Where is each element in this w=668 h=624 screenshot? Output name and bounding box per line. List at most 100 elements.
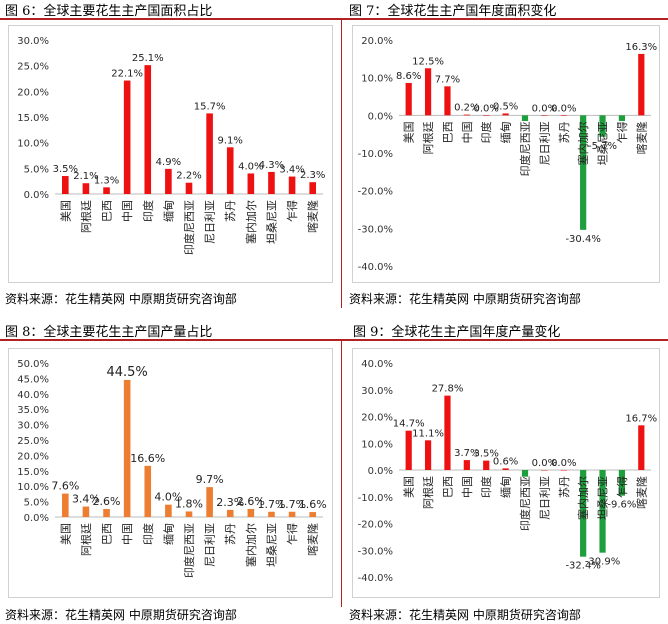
bar-中国 [123,379,131,517]
data-label: 0.0% [551,458,576,469]
category-label: 印度尼西亚 [182,200,196,255]
data-label: 4.9% [156,157,181,168]
category-label: 缅甸 [161,200,175,222]
bar-坦桑尼亚 [268,511,275,517]
bar-喀麦隆 [638,53,645,116]
bar-缅甸 [502,113,509,116]
category-label: 印度尼西亚 [518,121,532,176]
y-tick-label: -40.0% [358,573,393,584]
y-tick-label: 10.0% [361,74,393,85]
bar-巴西 [444,395,451,470]
data-label: 0.6% [493,456,518,467]
data-label: 2.2% [176,171,201,182]
bar-喀麦隆 [309,512,316,517]
bar-喀麦隆 [638,425,645,470]
data-label: 4.0% [238,161,263,172]
figure-9-source: 资料来源：花生精英网 中原期货研究咨询部 [349,608,581,622]
category-label: 美国 [59,200,72,222]
data-label: -30.4% [565,234,600,245]
bar-印度 [144,65,152,194]
y-tick-label: 25.0% [17,62,49,73]
figure-8-source: 资料来源：花生精英网 中原期货研究咨询部 [5,608,237,622]
chart-8-frame: 0.0% 5.0% 10.0% 15.0% 20.0% 25.0% 30.0% 35.0% 40… [8,348,333,598]
bar-塞内加尔 [580,115,587,230]
y-tick-label: -30.0% [358,546,393,557]
category-label: 缅甸 [161,523,175,545]
data-label: 9.1% [218,135,243,146]
data-label: 12.5% [412,56,444,67]
bar-乍得 [618,115,626,121]
divider-top [341,18,342,308]
chart-area-share: 0.0% 5.0% 10.0% 15.0% 20.0% 25.0% 30.0% 3.5% 美国 2… [17,36,325,255]
y-tick-label: 5.0% [24,164,49,175]
category-label: 中国 [121,200,134,222]
data-label: 16.7% [625,413,657,424]
y-tick-label: 35.0% [17,405,49,416]
data-label: -9.6% [607,500,636,511]
category-label: 巴西 [101,200,114,222]
data-label: 1.6% [299,498,327,511]
data-label: 0.0% [532,103,557,114]
bar-塞内加尔 [247,173,255,194]
category-label: 中国 [461,121,474,143]
y-tick-label: 40.0% [361,359,393,370]
bar-缅甸 [165,168,172,194]
category-label: 尼日利亚 [538,121,551,165]
data-label: 1.7% [257,498,285,511]
category-label: 印度 [141,200,155,222]
category-label: 印度尼西亚 [518,476,532,531]
bar-缅甸 [165,504,172,517]
y-tick-label: 30.0% [17,421,49,432]
category-label: 美国 [403,476,416,498]
chart-7-frame: -40.0% -30.0% -20.0% -10.0% 0.0% 10.0% 20.0% 8.… [352,25,660,283]
y-tick-label: -20.0% [358,520,393,531]
bar-印度尼西亚 [185,511,193,517]
bar-坦桑尼亚 [599,115,606,137]
category-label: 苏丹 [558,476,571,498]
bar-尼日利亚 [541,115,548,116]
category-label: 喀麦隆 [306,200,320,233]
y-tick-label: -10.0% [358,149,393,160]
category-label: 美国 [59,523,72,545]
bar-尼日利亚 [206,113,213,194]
bar-阿根廷 [82,183,90,194]
data-label: 3.4% [72,493,100,506]
data-label: 27.8% [432,384,464,395]
bar-巴西 [444,86,451,116]
data-label: 7.6% [51,480,79,493]
bar-印度 [144,465,152,517]
category-label: 阿根廷 [79,523,93,556]
bar-苏丹 [226,147,234,194]
y-tick-label: 50.0% [17,359,49,370]
data-label: 15.7% [194,101,226,112]
chart-production-share: 0.0% 5.0% 10.0% 15.0% 20.0% 25.0% 30.0% 35.0% 40… [17,359,327,578]
bar-印度 [483,115,490,116]
data-label: 1.3% [94,175,119,186]
category-label: 塞内加尔 [576,121,590,165]
figure-8-title: 图 8：全球主要花生主产国产量占比 [5,325,213,340]
bar-中国 [123,80,131,194]
y-tick-label: 30.0% [361,386,393,397]
data-label: 16.3% [625,42,657,53]
bar-尼日利亚 [541,470,548,471]
bar-印度尼西亚 [521,115,529,121]
y-tick-label: 0.0% [368,466,393,477]
data-label: 0.0% [474,103,499,114]
y-tick-label: 10.0% [17,139,49,150]
category-label: 巴西 [101,523,114,545]
category-label: 塞内加尔 [244,200,258,244]
data-label: 25.1% [132,53,164,64]
bar-喀麦隆 [309,182,316,194]
y-tick-label: -10.0% [358,493,393,504]
category-label: 苏丹 [224,200,237,222]
category-label: 塞内加尔 [576,476,590,520]
category-label: 印度 [141,523,155,545]
bar-美国 [62,176,69,194]
chart-production-change: -40.0% -30.0% -20.0% -10.0% 0.0% 10.0% 20.0% 30… [358,359,658,584]
figure-6-source: 资料来源：花生精英网 中原期货研究咨询部 [5,292,237,306]
chart-9-frame: -40.0% -30.0% -20.0% -10.0% 0.0% 10.0% 20.0% 30… [352,348,660,598]
bar-苏丹 [560,115,567,116]
category-label: 印度 [479,121,493,143]
y-tick-label: 40.0% [17,390,49,401]
top-rule [0,18,668,20]
